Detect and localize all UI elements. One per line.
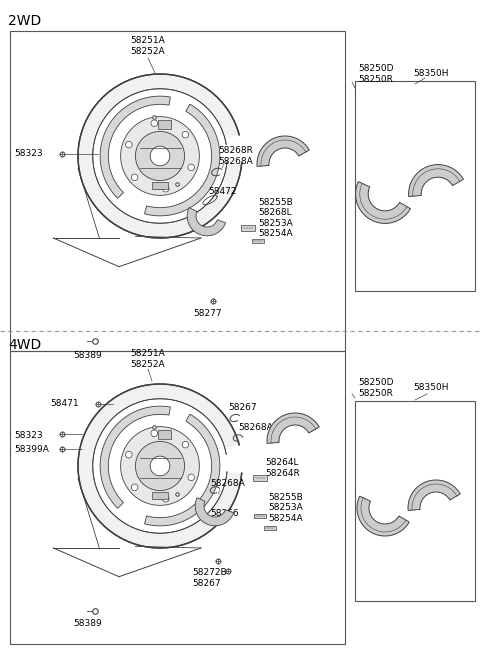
Polygon shape	[356, 182, 410, 224]
Circle shape	[135, 131, 185, 180]
Text: 58323: 58323	[14, 150, 43, 159]
Polygon shape	[267, 413, 319, 443]
Circle shape	[120, 426, 199, 505]
Text: 58250D
58250R: 58250D 58250R	[358, 379, 394, 398]
Polygon shape	[357, 496, 409, 536]
Polygon shape	[408, 480, 460, 510]
Text: 58268R
58268A: 58268R 58268A	[218, 146, 253, 166]
Polygon shape	[100, 406, 170, 508]
Text: 58267: 58267	[228, 403, 257, 413]
Text: 58471: 58471	[50, 400, 79, 409]
Text: 58250D
58250R: 58250D 58250R	[358, 64, 394, 84]
Text: 58264L
58264R: 58264L 58264R	[265, 459, 300, 478]
Circle shape	[131, 174, 138, 180]
Bar	[10, 31, 345, 351]
Circle shape	[163, 495, 169, 502]
Bar	[253, 476, 267, 481]
Bar	[252, 239, 264, 243]
Text: 58472: 58472	[208, 186, 237, 195]
Text: 58272B
58267: 58272B 58267	[192, 568, 228, 588]
Polygon shape	[408, 165, 464, 197]
Text: 58251A
58252A: 58251A 58252A	[131, 349, 166, 369]
Bar	[152, 182, 168, 189]
Polygon shape	[78, 74, 242, 238]
Bar	[10, 351, 345, 644]
Text: 58399A: 58399A	[14, 445, 49, 455]
Circle shape	[125, 451, 132, 458]
Polygon shape	[78, 384, 242, 548]
Bar	[355, 401, 475, 601]
Bar	[157, 119, 171, 129]
Bar	[241, 225, 255, 231]
Circle shape	[135, 441, 185, 491]
Circle shape	[131, 484, 138, 491]
Text: 4WD: 4WD	[8, 338, 41, 352]
Bar	[157, 430, 171, 440]
Text: 58251A
58252A: 58251A 58252A	[131, 36, 166, 56]
Text: 58255B
58253A
58254A: 58255B 58253A 58254A	[268, 493, 303, 523]
Bar	[152, 492, 168, 499]
Polygon shape	[195, 498, 234, 526]
Circle shape	[188, 474, 194, 481]
Polygon shape	[144, 414, 220, 526]
Text: 58350H: 58350H	[413, 384, 448, 392]
Polygon shape	[144, 104, 220, 216]
Text: 58268A: 58268A	[210, 478, 245, 487]
Circle shape	[182, 441, 189, 448]
Circle shape	[163, 186, 169, 192]
Circle shape	[150, 146, 170, 166]
Polygon shape	[257, 136, 309, 167]
Circle shape	[120, 117, 199, 195]
Circle shape	[151, 430, 157, 437]
Circle shape	[150, 456, 170, 476]
Polygon shape	[187, 208, 226, 236]
Bar	[264, 526, 276, 530]
Text: 58268A: 58268A	[238, 424, 273, 432]
Text: 58266: 58266	[210, 508, 239, 518]
Bar	[253, 514, 266, 518]
Circle shape	[151, 120, 157, 127]
Text: 58323: 58323	[14, 432, 43, 440]
Bar	[355, 81, 475, 291]
Circle shape	[182, 131, 189, 138]
Text: 58255B
58268L
58253A
58254A: 58255B 58268L 58253A 58254A	[258, 198, 293, 238]
Text: 58389: 58389	[73, 619, 102, 628]
Text: 58350H: 58350H	[413, 70, 448, 79]
Polygon shape	[100, 96, 170, 198]
Circle shape	[188, 164, 194, 171]
Text: 58277: 58277	[194, 310, 222, 319]
Circle shape	[125, 141, 132, 148]
Text: 58389: 58389	[73, 352, 102, 361]
Text: 2WD: 2WD	[8, 14, 41, 28]
